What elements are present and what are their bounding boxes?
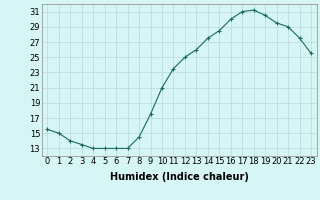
X-axis label: Humidex (Indice chaleur): Humidex (Indice chaleur) [110, 172, 249, 182]
